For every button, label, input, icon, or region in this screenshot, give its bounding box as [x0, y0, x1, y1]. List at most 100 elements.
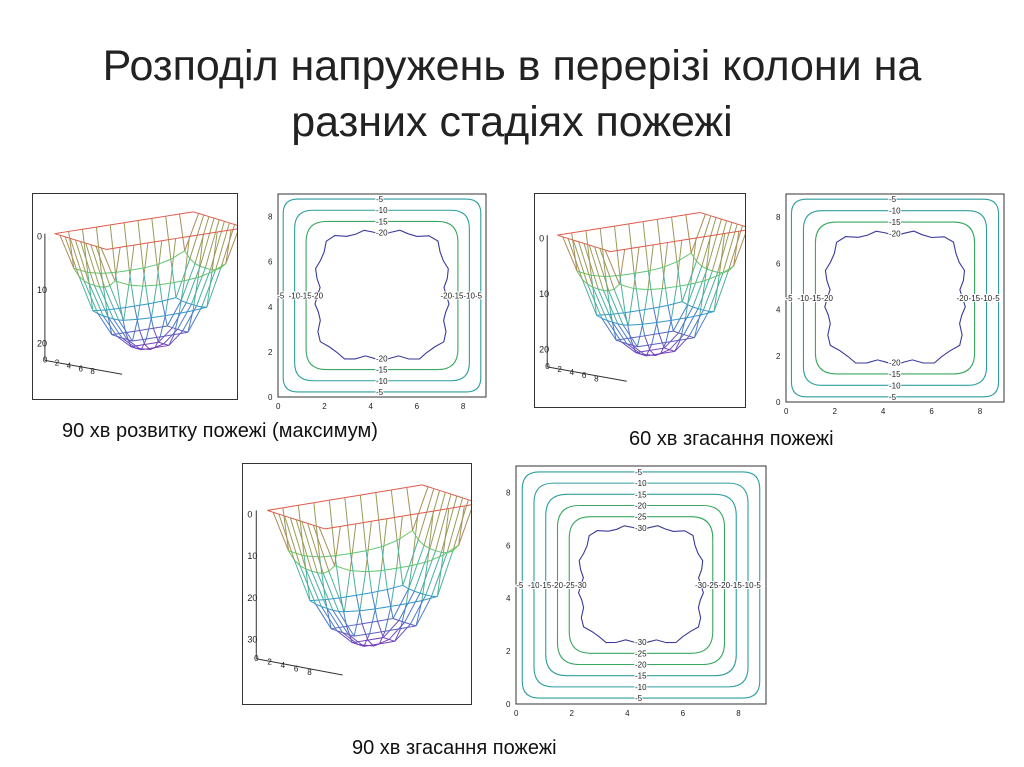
mesh-line	[142, 242, 149, 287]
mesh-line	[626, 343, 642, 355]
mesh-line	[106, 246, 121, 250]
mesh-line	[179, 310, 194, 314]
mesh-line	[211, 263, 227, 273]
mesh-line	[631, 344, 647, 357]
mesh-line	[662, 261, 678, 268]
mesh-line	[450, 493, 457, 497]
mesh-line	[667, 301, 683, 306]
mesh-line	[627, 288, 635, 326]
mesh-line	[69, 238, 85, 282]
mesh-line	[334, 565, 351, 572]
contour-level-label: -5	[635, 694, 643, 703]
mesh-line	[667, 305, 674, 332]
mesh-line	[54, 230, 69, 235]
mesh-line	[684, 284, 692, 319]
mesh-line	[649, 347, 665, 351]
mesh-line	[145, 317, 152, 340]
mesh-line	[458, 508, 471, 546]
mesh-line	[350, 570, 366, 573]
mesh-line	[408, 588, 415, 592]
mesh-line	[326, 607, 334, 611]
mesh-line	[206, 268, 222, 308]
mesh-line	[307, 522, 314, 526]
mesh-line	[170, 280, 185, 284]
mesh-line	[120, 305, 135, 309]
mesh-line	[371, 518, 387, 522]
contour-level-label: -30	[635, 524, 647, 533]
mesh-line	[423, 544, 431, 550]
mesh-line	[662, 286, 677, 290]
base-tick-label: 4	[570, 368, 575, 377]
contour-level-label: -30	[695, 581, 707, 590]
mesh-line	[377, 621, 384, 638]
mesh-line	[731, 221, 738, 225]
mesh-line	[191, 303, 197, 307]
mesh-line	[590, 275, 598, 316]
mesh-line	[162, 297, 177, 302]
contour-level-label: -20	[440, 292, 452, 301]
contour-line	[521, 471, 761, 699]
base-tick-label: 0	[545, 362, 550, 371]
mesh-line	[458, 505, 465, 546]
contour-level-label: -10	[797, 294, 809, 303]
mesh-line	[158, 341, 164, 345]
mesh-line	[374, 570, 382, 609]
mesh-line	[439, 489, 446, 493]
mesh-line	[342, 632, 359, 645]
mesh-line	[603, 290, 619, 324]
mesh-line	[704, 274, 720, 282]
mesh-line	[621, 341, 637, 353]
mesh-line	[167, 325, 173, 329]
mesh-line	[307, 523, 324, 574]
mesh-line	[156, 258, 172, 266]
contour-level-label: -10	[528, 581, 540, 590]
mesh-line	[163, 328, 178, 345]
mesh-line	[152, 328, 160, 343]
mesh-line	[697, 308, 704, 311]
mesh-line	[606, 320, 622, 343]
mesh-line	[83, 280, 99, 314]
mesh-line	[647, 244, 654, 290]
contour-line	[305, 220, 459, 371]
mesh-line	[229, 222, 235, 225]
mesh-line	[225, 232, 237, 264]
mesh-line	[637, 344, 652, 348]
contour-plot-3: 0 2 4 6 8 0 2 4 6 8 -5 -5 -5 -5 -10 -10 -10 -10 -15 -15 -15-…	[500, 460, 772, 722]
mesh-line	[184, 213, 200, 251]
mesh-line	[350, 553, 357, 596]
mesh-line	[456, 495, 463, 499]
mesh-line	[178, 280, 185, 314]
y-tick-label: 8	[506, 488, 511, 497]
mesh-line	[82, 226, 97, 230]
mesh-line	[738, 229, 745, 232]
mesh-line	[184, 276, 199, 282]
mesh-line	[385, 628, 401, 632]
mesh-line	[185, 266, 201, 303]
contour-level-label: -5	[635, 468, 643, 477]
mesh-line	[100, 247, 107, 250]
contour-line	[578, 525, 704, 645]
mesh-line	[657, 216, 672, 220]
mesh-line	[599, 228, 607, 277]
mesh-line	[647, 288, 663, 291]
contour-level-label: -20	[889, 230, 901, 239]
mesh-line	[369, 608, 376, 634]
mesh-line	[126, 339, 142, 351]
mesh-line	[661, 242, 669, 289]
mesh-line	[165, 213, 180, 217]
mesh-line	[85, 242, 91, 246]
mesh-line	[614, 223, 629, 227]
mesh-line	[156, 264, 163, 302]
mesh-line	[630, 335, 645, 339]
mesh-line	[412, 486, 429, 531]
mesh-line	[693, 311, 710, 338]
mesh-line	[612, 321, 618, 325]
contour-level-label: -15	[635, 672, 647, 681]
contour-level-label: -5	[785, 294, 793, 303]
contour-level-label: -10	[742, 581, 754, 590]
mesh-line	[161, 301, 168, 327]
mesh-line	[305, 568, 312, 572]
mesh-line	[211, 231, 218, 273]
mesh-line	[583, 242, 590, 246]
mesh-line	[316, 572, 334, 611]
